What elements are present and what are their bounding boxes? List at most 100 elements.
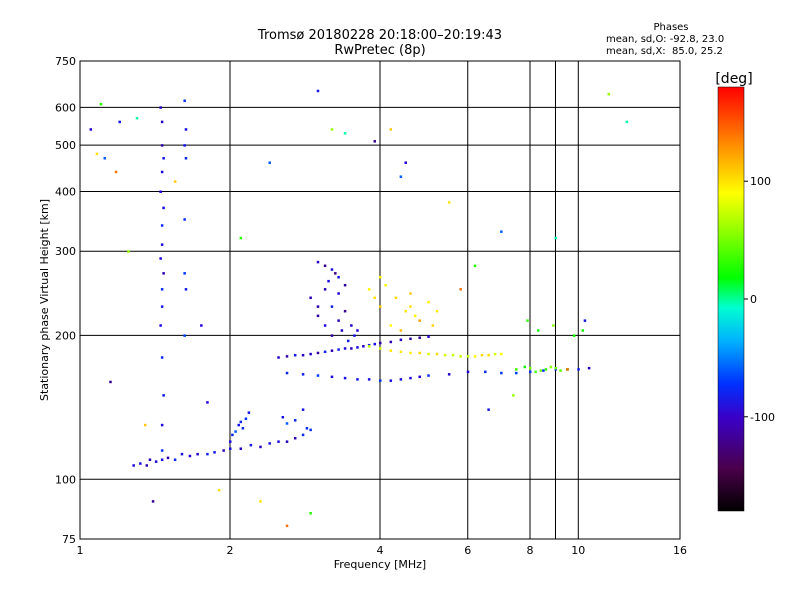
data-point [330,375,334,379]
data-point [404,161,407,164]
data-point [109,380,112,384]
data-point [309,352,312,356]
data-point [373,296,377,300]
phase-stats-heading: Phases [653,22,689,33]
data-point [145,464,149,467]
chart-title: Tromsø 20180228 20:18:00–20:19:43 [257,28,503,43]
data-point [247,411,251,414]
data-point [162,394,165,397]
data-point [285,440,289,443]
data-point [293,353,297,357]
data-point [409,292,412,295]
data-point [435,309,439,313]
data-point [213,451,216,454]
data-point [379,347,382,350]
data-point [239,420,243,424]
data-point [196,452,199,456]
data-point [309,512,312,515]
data-point [379,341,382,345]
data-point [353,334,356,337]
data-point [162,206,165,210]
data-point [399,350,403,354]
data-point [409,305,412,308]
data-point [500,230,503,233]
data-point [384,283,387,287]
data-point [379,275,382,279]
data-point [418,351,421,355]
y-tick-label: 75 [62,533,76,546]
data-point [389,340,393,344]
data-point [340,329,344,332]
data-point [337,292,340,295]
x-tick-label: 16 [673,544,687,557]
data-point [160,243,164,246]
data-point [343,347,347,350]
data-point [427,300,430,304]
data-point [443,353,447,357]
data-point [188,454,192,458]
data-point [316,260,320,264]
data-point [337,319,340,322]
data-point [200,324,203,327]
colorbar-tick-label: 100 [750,175,771,188]
data-point [367,378,371,381]
data-point [350,324,353,327]
data-point [330,268,334,271]
data-point [114,170,118,174]
data-point [566,368,569,371]
data-point [249,443,253,447]
data-point [95,152,99,156]
data-point [183,272,186,275]
data-point [132,464,135,467]
data-point [559,369,562,372]
data-point [427,335,430,338]
x-tick-label: 10 [571,544,585,557]
data-point [343,309,347,313]
x-tick-label: 6 [464,544,471,557]
data-point [259,500,262,503]
data-point [316,314,320,318]
data-point [536,329,540,332]
data-point [103,157,107,160]
data-point [173,458,177,461]
data-point [583,319,587,322]
colorbar-tick-label: 0 [750,293,757,306]
data-point [473,264,477,268]
data-point [206,452,209,456]
data-point [160,144,164,147]
x-tick-label: 1 [77,544,84,557]
data-point [330,349,334,352]
data-point [323,324,327,327]
data-point [330,305,334,308]
data-point [159,257,162,260]
data-point [356,346,359,349]
phase-stats-x: mean, sd,X: 85.0, 25.2 [606,46,723,57]
phase-stats-o: mean, sd,O: -92.8, 23.0 [606,34,725,45]
data-point [293,436,297,440]
data-point [484,370,487,374]
data-point [301,353,305,357]
data-point [327,279,330,283]
data-point [160,458,164,461]
data-point [343,132,347,135]
data-point [581,329,585,332]
data-point [487,408,490,411]
data-point [350,347,353,350]
data-point [418,336,421,339]
data-point [316,305,320,308]
data-point [607,92,611,96]
data-point [413,314,417,318]
data-point [217,488,221,492]
data-point [539,369,543,372]
data-point [409,337,412,341]
x-axis-label: Frequency [MHz] [334,558,426,571]
data-point [625,120,629,124]
data-point [183,144,186,147]
chart-title-block: Tromsø 20180228 20:18:00–20:19:43 RwPret… [230,28,530,58]
data-point [447,201,451,204]
data-point [554,236,557,240]
data-point [529,370,532,374]
data-point [362,345,365,348]
data-point [399,329,403,332]
